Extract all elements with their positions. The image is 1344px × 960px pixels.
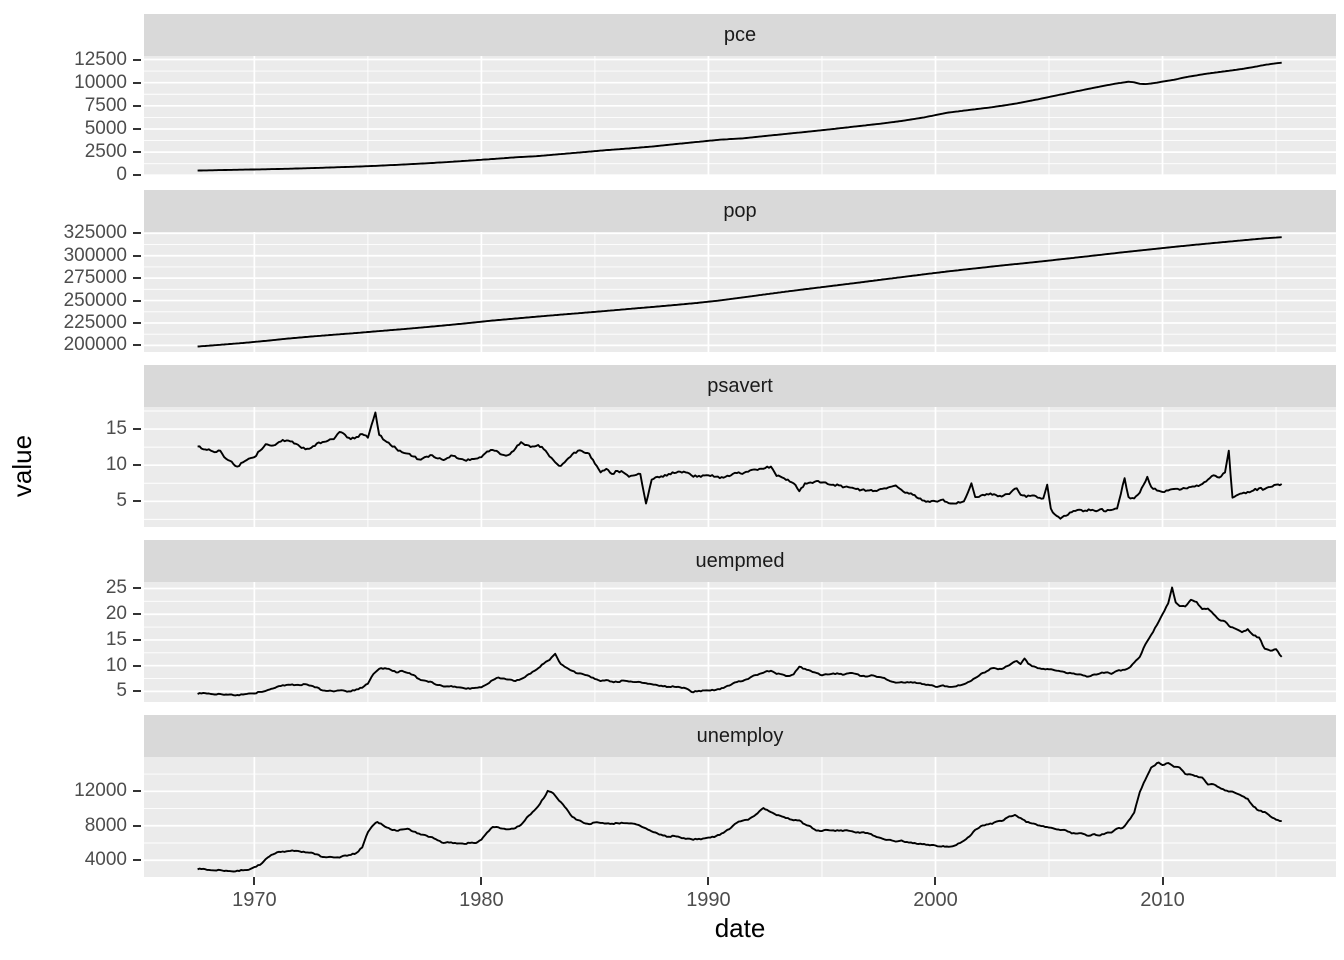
- y-tick-mark: [133, 254, 141, 257]
- y-tick-label: 7500: [84, 94, 127, 116]
- y-tick-label: 225000: [63, 311, 127, 333]
- series-line-uempmed: [197, 586, 1283, 697]
- panel-background: [144, 232, 1336, 352]
- x-tick-mark: [480, 877, 483, 885]
- facet-strip-pop: pop: [144, 190, 1336, 232]
- y-tick-label: 5000: [84, 117, 127, 139]
- y-tick-mark: [133, 321, 141, 324]
- y-tick-mark: [133, 824, 141, 827]
- series-line-pop: [197, 236, 1282, 348]
- y-tick-mark: [133, 638, 141, 641]
- y-tick-label: 0: [116, 164, 127, 186]
- x-tick-label: 1970: [232, 889, 277, 911]
- y-tick-mark: [133, 428, 141, 431]
- y-tick-label: 300000: [63, 244, 127, 266]
- y-tick-mark: [133, 151, 141, 154]
- facet-strip-label: unemploy: [696, 724, 784, 747]
- panel-background: [144, 582, 1336, 702]
- y-tick-label: 10: [105, 454, 127, 476]
- y-tick-label: 200000: [63, 334, 127, 356]
- facet-panel-pop: [144, 232, 1336, 352]
- x-tick-mark: [253, 877, 256, 885]
- x-axis-title: date: [714, 913, 766, 943]
- facet-strip-pce: pce: [144, 14, 1336, 56]
- panel-background: [144, 407, 1336, 527]
- x-tick-label: 1980: [459, 889, 504, 911]
- y-tick-label: 15: [105, 628, 127, 650]
- x-tick-mark: [1161, 877, 1164, 885]
- x-tick-label: 2000: [913, 889, 958, 911]
- y-tick-mark: [133, 81, 141, 84]
- panel-background: [144, 757, 1336, 877]
- facet-strip-label: psavert: [707, 374, 773, 397]
- series-line-pce: [197, 61, 1282, 172]
- y-tick-mark: [133, 500, 141, 503]
- y-tick-mark: [133, 613, 141, 616]
- x-tick-mark: [707, 877, 710, 885]
- y-tick-mark: [133, 587, 141, 590]
- y-tick-label: 8000: [84, 814, 127, 836]
- facet-panel-uempmed: [144, 582, 1336, 702]
- panel-background: [144, 56, 1336, 176]
- facet-strip-psavert: psavert: [144, 365, 1336, 407]
- y-tick-label: 5: [116, 680, 127, 702]
- y-tick-mark: [133, 690, 141, 693]
- y-tick-mark: [133, 464, 141, 467]
- y-tick-label: 10: [105, 654, 127, 676]
- y-tick-label: 5: [116, 490, 127, 512]
- facet-panel-psavert: [144, 407, 1336, 527]
- y-tick-label: 25: [105, 577, 127, 599]
- y-tick-label: 2500: [84, 141, 127, 163]
- facet-strip-label: uempmed: [695, 549, 785, 572]
- y-tick-mark: [133, 58, 141, 61]
- facet-strip-uempmed: uempmed: [144, 540, 1336, 582]
- facet-panel-pce: [144, 56, 1336, 176]
- y-tick-label: 12000: [74, 780, 127, 802]
- y-tick-mark: [133, 232, 141, 235]
- y-tick-label: 250000: [63, 289, 127, 311]
- y-tick-mark: [133, 664, 141, 667]
- y-tick-mark: [133, 127, 141, 130]
- x-tick-label: 1990: [686, 889, 731, 911]
- facet-panel-unemploy: [144, 757, 1336, 877]
- facet-strip-label: pce: [723, 23, 757, 46]
- y-tick-mark: [133, 790, 141, 793]
- y-tick-mark: [133, 174, 141, 177]
- y-tick-mark: [133, 344, 141, 347]
- facet-strip-unemploy: unemploy: [144, 715, 1336, 757]
- y-tick-label: 4000: [84, 849, 127, 871]
- y-tick-mark: [133, 859, 141, 862]
- y-tick-label: 10000: [74, 71, 127, 93]
- y-tick-label: 12500: [74, 48, 127, 70]
- series-line-psavert: [197, 411, 1283, 520]
- y-tick-mark: [133, 104, 141, 107]
- series-line-unemploy: [197, 761, 1282, 873]
- x-tick-mark: [934, 877, 937, 885]
- y-tick-mark: [133, 277, 141, 280]
- y-tick-label: 325000: [63, 222, 127, 244]
- y-tick-label: 20: [105, 603, 127, 625]
- y-tick-mark: [133, 299, 141, 302]
- y-tick-label: 275000: [63, 267, 127, 289]
- facet-strip-label: pop: [723, 199, 757, 222]
- x-tick-label: 2010: [1140, 889, 1185, 911]
- y-tick-label: 15: [105, 418, 127, 440]
